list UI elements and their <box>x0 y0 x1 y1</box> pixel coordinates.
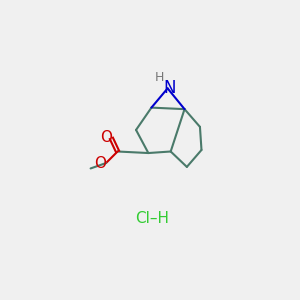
Text: H: H <box>155 71 165 84</box>
Text: Cl–H: Cl–H <box>135 211 169 226</box>
Text: O: O <box>94 155 106 170</box>
Text: O: O <box>100 130 112 145</box>
Text: N: N <box>163 80 175 98</box>
